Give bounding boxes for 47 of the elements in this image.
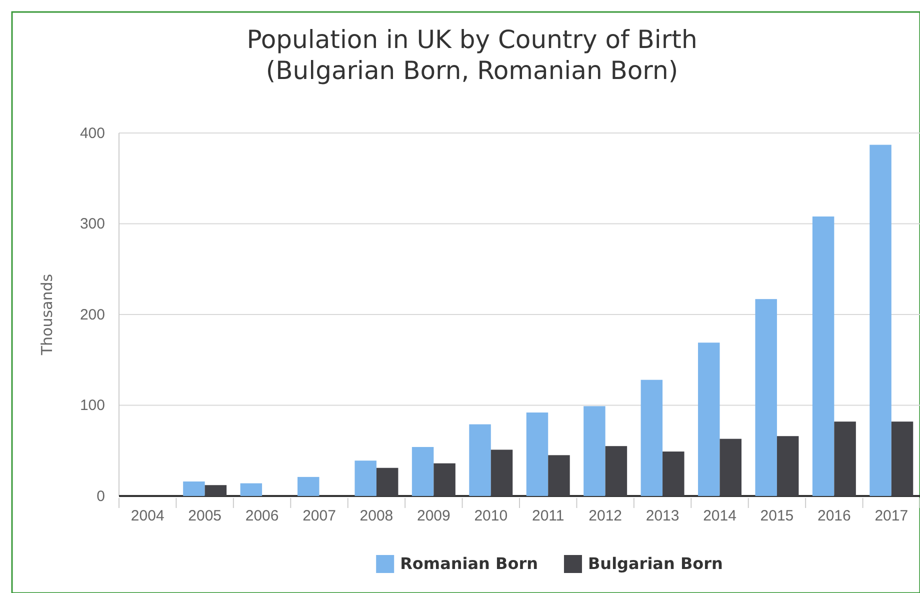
bar — [891, 422, 914, 496]
bar — [240, 483, 262, 496]
bar — [640, 380, 663, 496]
x-tick-label: 2014 — [703, 508, 736, 525]
x-tick-label: 2011 — [532, 508, 564, 525]
bar — [354, 460, 376, 496]
y-tick-label: 0 — [96, 488, 105, 505]
x-tick-label: 2013 — [646, 508, 680, 525]
x-tick-label: 2004 — [130, 508, 164, 525]
x-tick-label: 2005 — [188, 508, 222, 525]
y-tick-label: 200 — [80, 306, 105, 324]
y-tick-label: 400 — [80, 124, 105, 142]
bar — [834, 422, 856, 496]
legend-label: Romanian Born — [400, 554, 538, 573]
bar — [526, 412, 548, 496]
bar — [490, 450, 513, 496]
y-tick-label: 100 — [80, 397, 105, 414]
bar — [698, 342, 720, 496]
x-tick-label: 2006 — [245, 508, 279, 525]
x-tick-label: 2012 — [588, 508, 622, 525]
bar — [469, 424, 491, 496]
bar — [812, 216, 834, 496]
bar — [183, 481, 205, 496]
bar — [776, 436, 799, 496]
bar — [412, 446, 434, 496]
x-tick-label: 2017 — [874, 508, 908, 525]
chart-title: Population in UK by Country of Birth (Bulgarian Born, Romanian Born) — [246, 25, 698, 85]
bar — [204, 485, 227, 496]
bar — [662, 452, 684, 496]
bar — [870, 144, 892, 496]
x-tick-label: 2010 — [474, 508, 508, 525]
x-tick-label: 2009 — [416, 508, 450, 525]
x-tick-label: 2008 — [360, 508, 394, 525]
bar — [584, 406, 606, 496]
bar — [720, 438, 742, 496]
bar — [605, 446, 628, 496]
bar — [434, 463, 456, 496]
bar — [755, 299, 777, 496]
x-tick-label: 2015 — [760, 508, 794, 525]
x-tick-label: 2016 — [817, 508, 851, 525]
y-axis-title: Thousands — [38, 274, 56, 356]
bar — [298, 476, 320, 496]
y-tick-label: 300 — [80, 216, 105, 233]
x-tick-label: 2007 — [302, 508, 336, 525]
bar — [376, 468, 398, 496]
bar — [548, 455, 570, 496]
legend-label: Bulgarian Born — [588, 554, 723, 573]
